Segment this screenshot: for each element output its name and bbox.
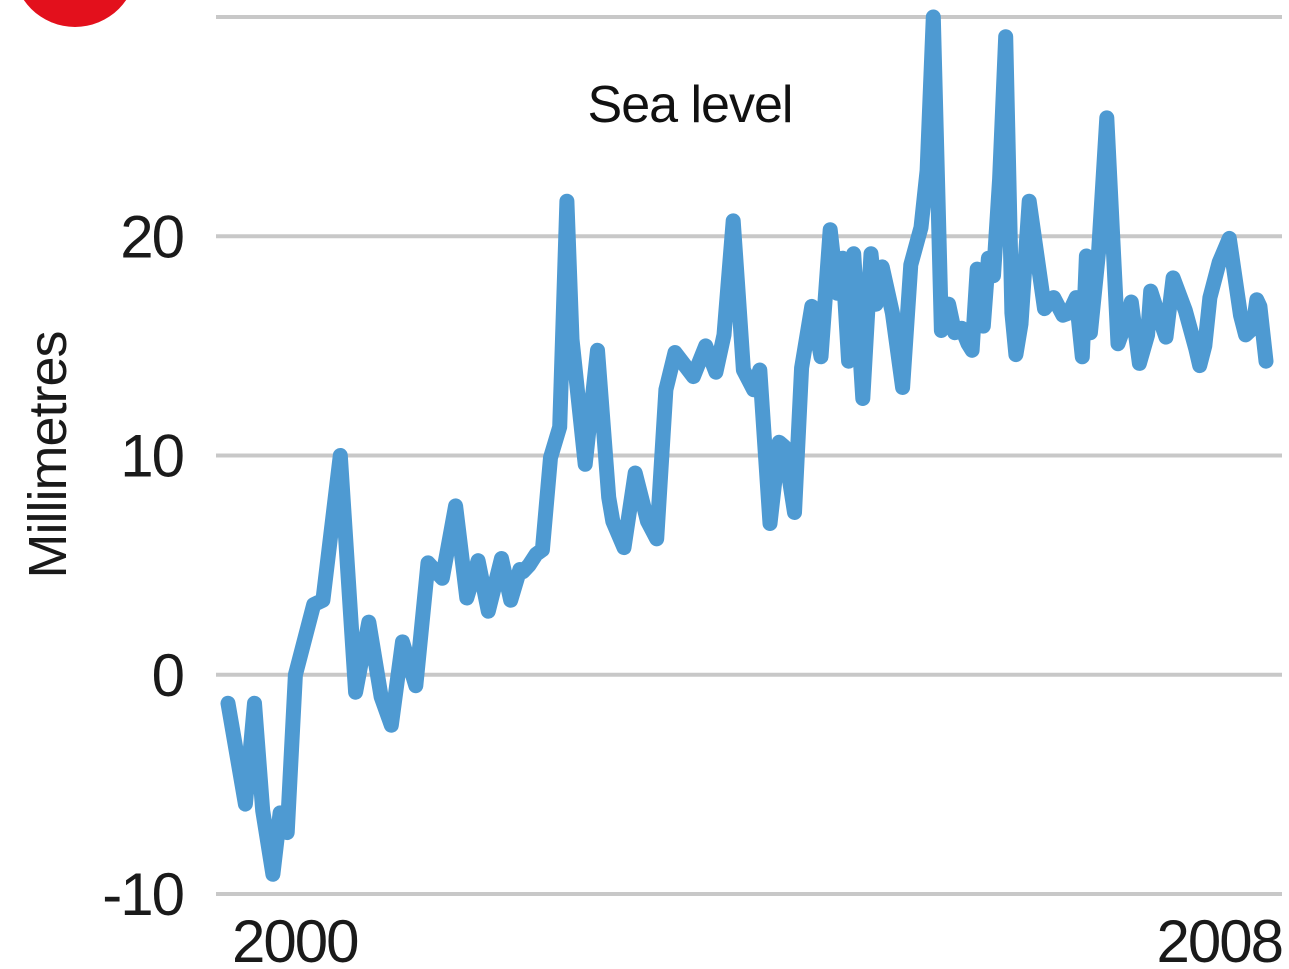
y-tick-label: 0 — [152, 642, 184, 709]
gridlines — [216, 15, 1282, 896]
y-tick-label: 10 — [120, 423, 183, 490]
y-tick-label: -10 — [102, 861, 183, 928]
red-circle-icon — [23, 0, 127, 27]
sea-level-series-line — [220, 9, 1274, 882]
series-label: Sea level — [588, 76, 793, 134]
y-tick-label: 20 — [120, 203, 183, 270]
x-tick-label: 2000 — [232, 908, 358, 969]
x-tick-label: 2008 — [1157, 908, 1282, 969]
x-axis-ticks: 2000 2008 — [232, 908, 1284, 969]
y-axis-title: Millimetres — [18, 331, 78, 578]
y-axis-ticks: -10 0 10 20 — [102, 203, 185, 928]
